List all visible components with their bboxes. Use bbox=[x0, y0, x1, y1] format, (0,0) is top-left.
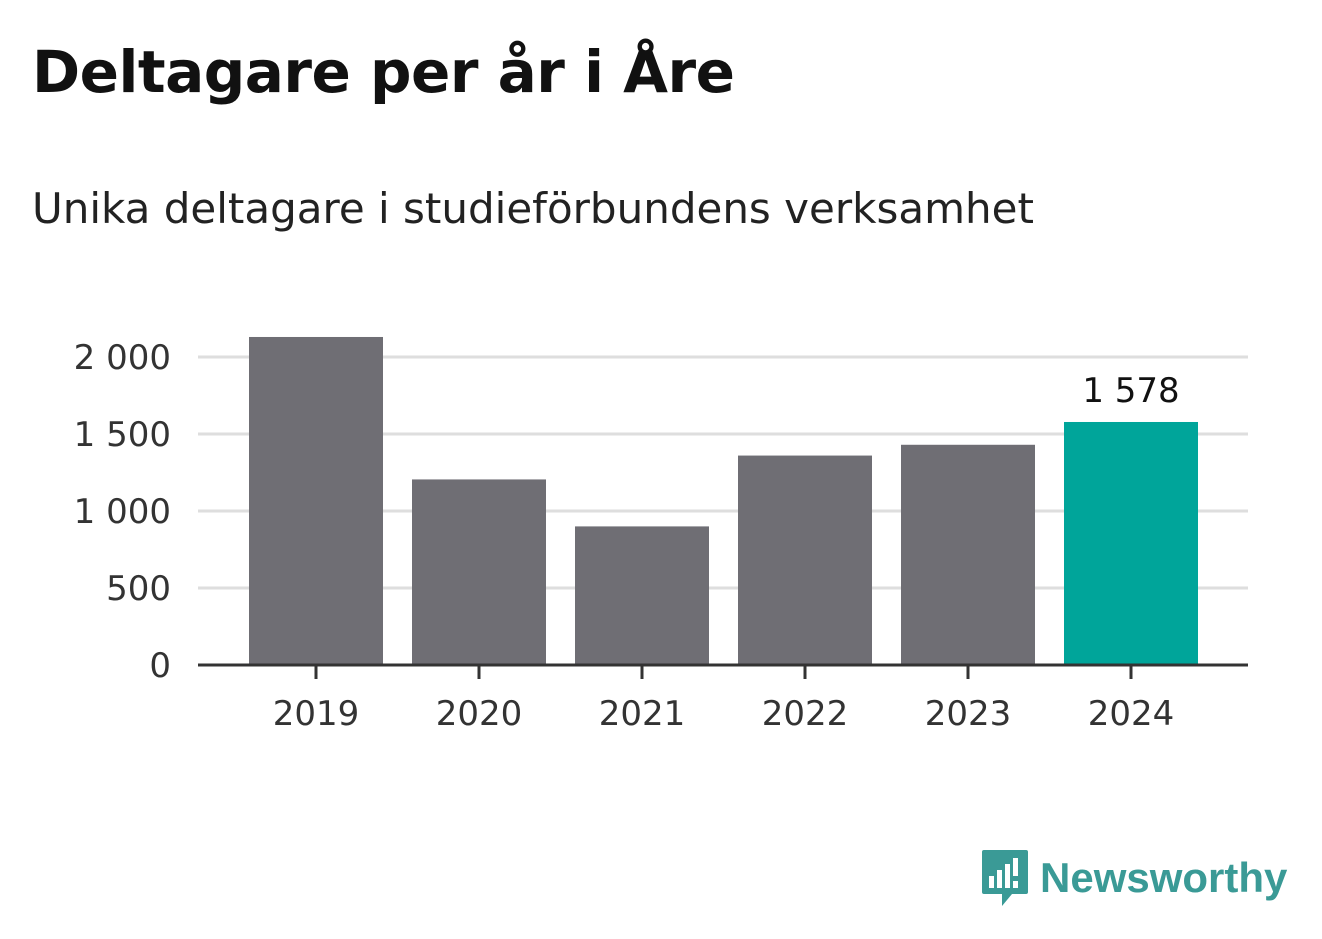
x-tick-label: 2021 bbox=[599, 694, 686, 734]
x-tick-label: 2023 bbox=[925, 694, 1012, 734]
x-tick-label: 2020 bbox=[436, 694, 523, 734]
bar-2021 bbox=[575, 526, 709, 665]
x-tick-label: 2022 bbox=[762, 694, 849, 734]
bars bbox=[249, 336, 1198, 665]
y-tick-label: 0 bbox=[149, 646, 171, 686]
x-axis-ticks: 2019 2020 2021 2022 2023 2024 bbox=[273, 665, 1175, 734]
bar-2023 bbox=[901, 444, 1035, 665]
brand-logo: Newsworthy bbox=[980, 846, 1287, 910]
x-tick-label: 2024 bbox=[1088, 694, 1175, 734]
bar-2019 bbox=[249, 336, 383, 665]
chart-subtitle: Unika deltagare i studieförbundens verks… bbox=[32, 184, 1034, 233]
data-label: 1 578 bbox=[1082, 371, 1179, 411]
newsworthy-logo-icon bbox=[982, 850, 1028, 906]
bar-2020 bbox=[412, 479, 546, 665]
chart-title: Deltagare per år i Åre bbox=[32, 38, 735, 106]
y-tick-label: 2 000 bbox=[74, 338, 171, 378]
y-tick-label: 1 000 bbox=[74, 492, 171, 532]
y-tick-label: 500 bbox=[106, 569, 171, 609]
bar-2024 bbox=[1064, 421, 1198, 665]
y-axis-ticks: 0 500 1 000 1 500 2 000 bbox=[74, 338, 171, 686]
brand-name: Newsworthy bbox=[1040, 854, 1288, 901]
data-labels: 1 578 bbox=[1082, 371, 1179, 411]
bar-2022 bbox=[738, 455, 872, 665]
y-tick-label: 1 500 bbox=[74, 415, 171, 455]
x-tick-label: 2019 bbox=[273, 694, 360, 734]
